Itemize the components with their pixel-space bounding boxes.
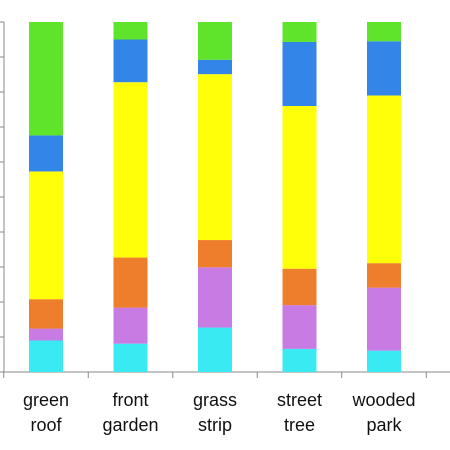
x-tick-label: green roof — [23, 390, 69, 435]
bar-segment — [198, 267, 232, 328]
bar-segment — [113, 257, 148, 308]
bar-segment — [113, 39, 148, 83]
bar-segment — [29, 340, 63, 372]
bar-segment — [113, 82, 148, 258]
bar-segment — [29, 135, 63, 172]
bar-segment — [198, 74, 232, 241]
bar-segment — [29, 22, 63, 136]
bar-segment — [367, 95, 401, 264]
bar-segment — [198, 59, 232, 75]
bar-segment — [282, 268, 317, 306]
bar-segment — [282, 106, 317, 269]
x-tick-label: street tree — [277, 390, 322, 435]
bar-segment — [367, 287, 401, 351]
bar-segment — [113, 307, 148, 344]
x-tick-label: grass strip — [193, 390, 237, 435]
bar-segment — [282, 22, 317, 42]
bar-segment — [282, 348, 317, 372]
bar-segment — [367, 22, 401, 42]
bar-segment — [198, 240, 232, 268]
x-tick-label: wooded park — [351, 390, 415, 435]
bar-segment — [113, 343, 148, 372]
bar-segment — [29, 171, 63, 300]
bar-segment — [367, 41, 401, 96]
bar-segment — [29, 328, 63, 341]
bar-segment — [282, 41, 317, 107]
bar-segment — [282, 305, 317, 349]
x-tick-labels: green roof front garden grass strip street tree… — [23, 390, 416, 435]
bar-segment — [367, 350, 401, 372]
bar-segment — [113, 22, 148, 40]
bar-segment — [29, 299, 63, 329]
bar-segment — [198, 327, 232, 372]
bar-segment — [198, 22, 232, 60]
bar-segment — [367, 263, 401, 288]
bars — [29, 22, 401, 372]
x-tick-label: front garden — [102, 390, 158, 435]
